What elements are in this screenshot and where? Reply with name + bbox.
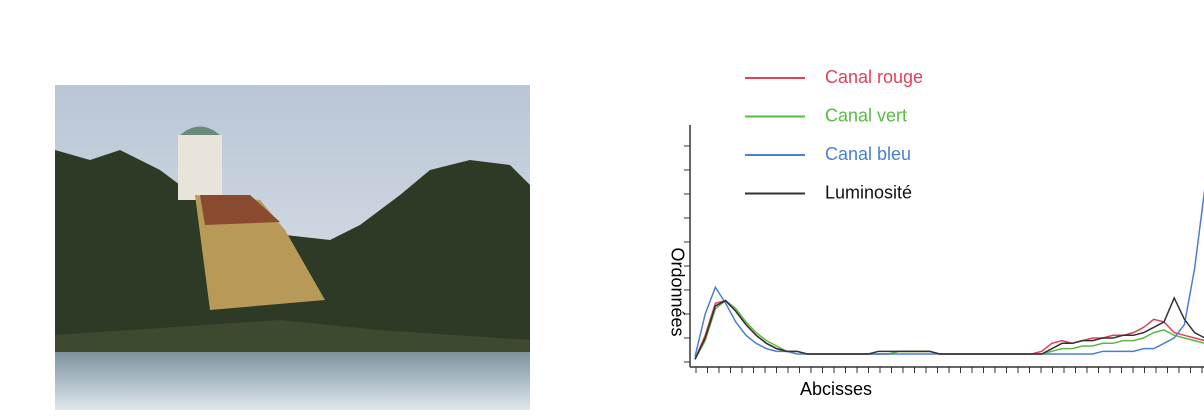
legend-label: Canal vert <box>825 105 907 125</box>
x-axis-label: Abcisses <box>800 379 872 399</box>
legend: Canal rouge Canal vert Canal bleu Luminosit… <box>745 67 923 202</box>
photo <box>55 85 530 410</box>
plot <box>684 125 1204 373</box>
legend-label: Canal bleu <box>825 144 911 164</box>
legend-label: Canal rouge <box>825 67 923 87</box>
series-line <box>694 296 1204 360</box>
series-line <box>694 188 1204 357</box>
y-axis-label: Ordonnées <box>667 247 687 336</box>
legend-label: Luminosité <box>825 182 912 202</box>
